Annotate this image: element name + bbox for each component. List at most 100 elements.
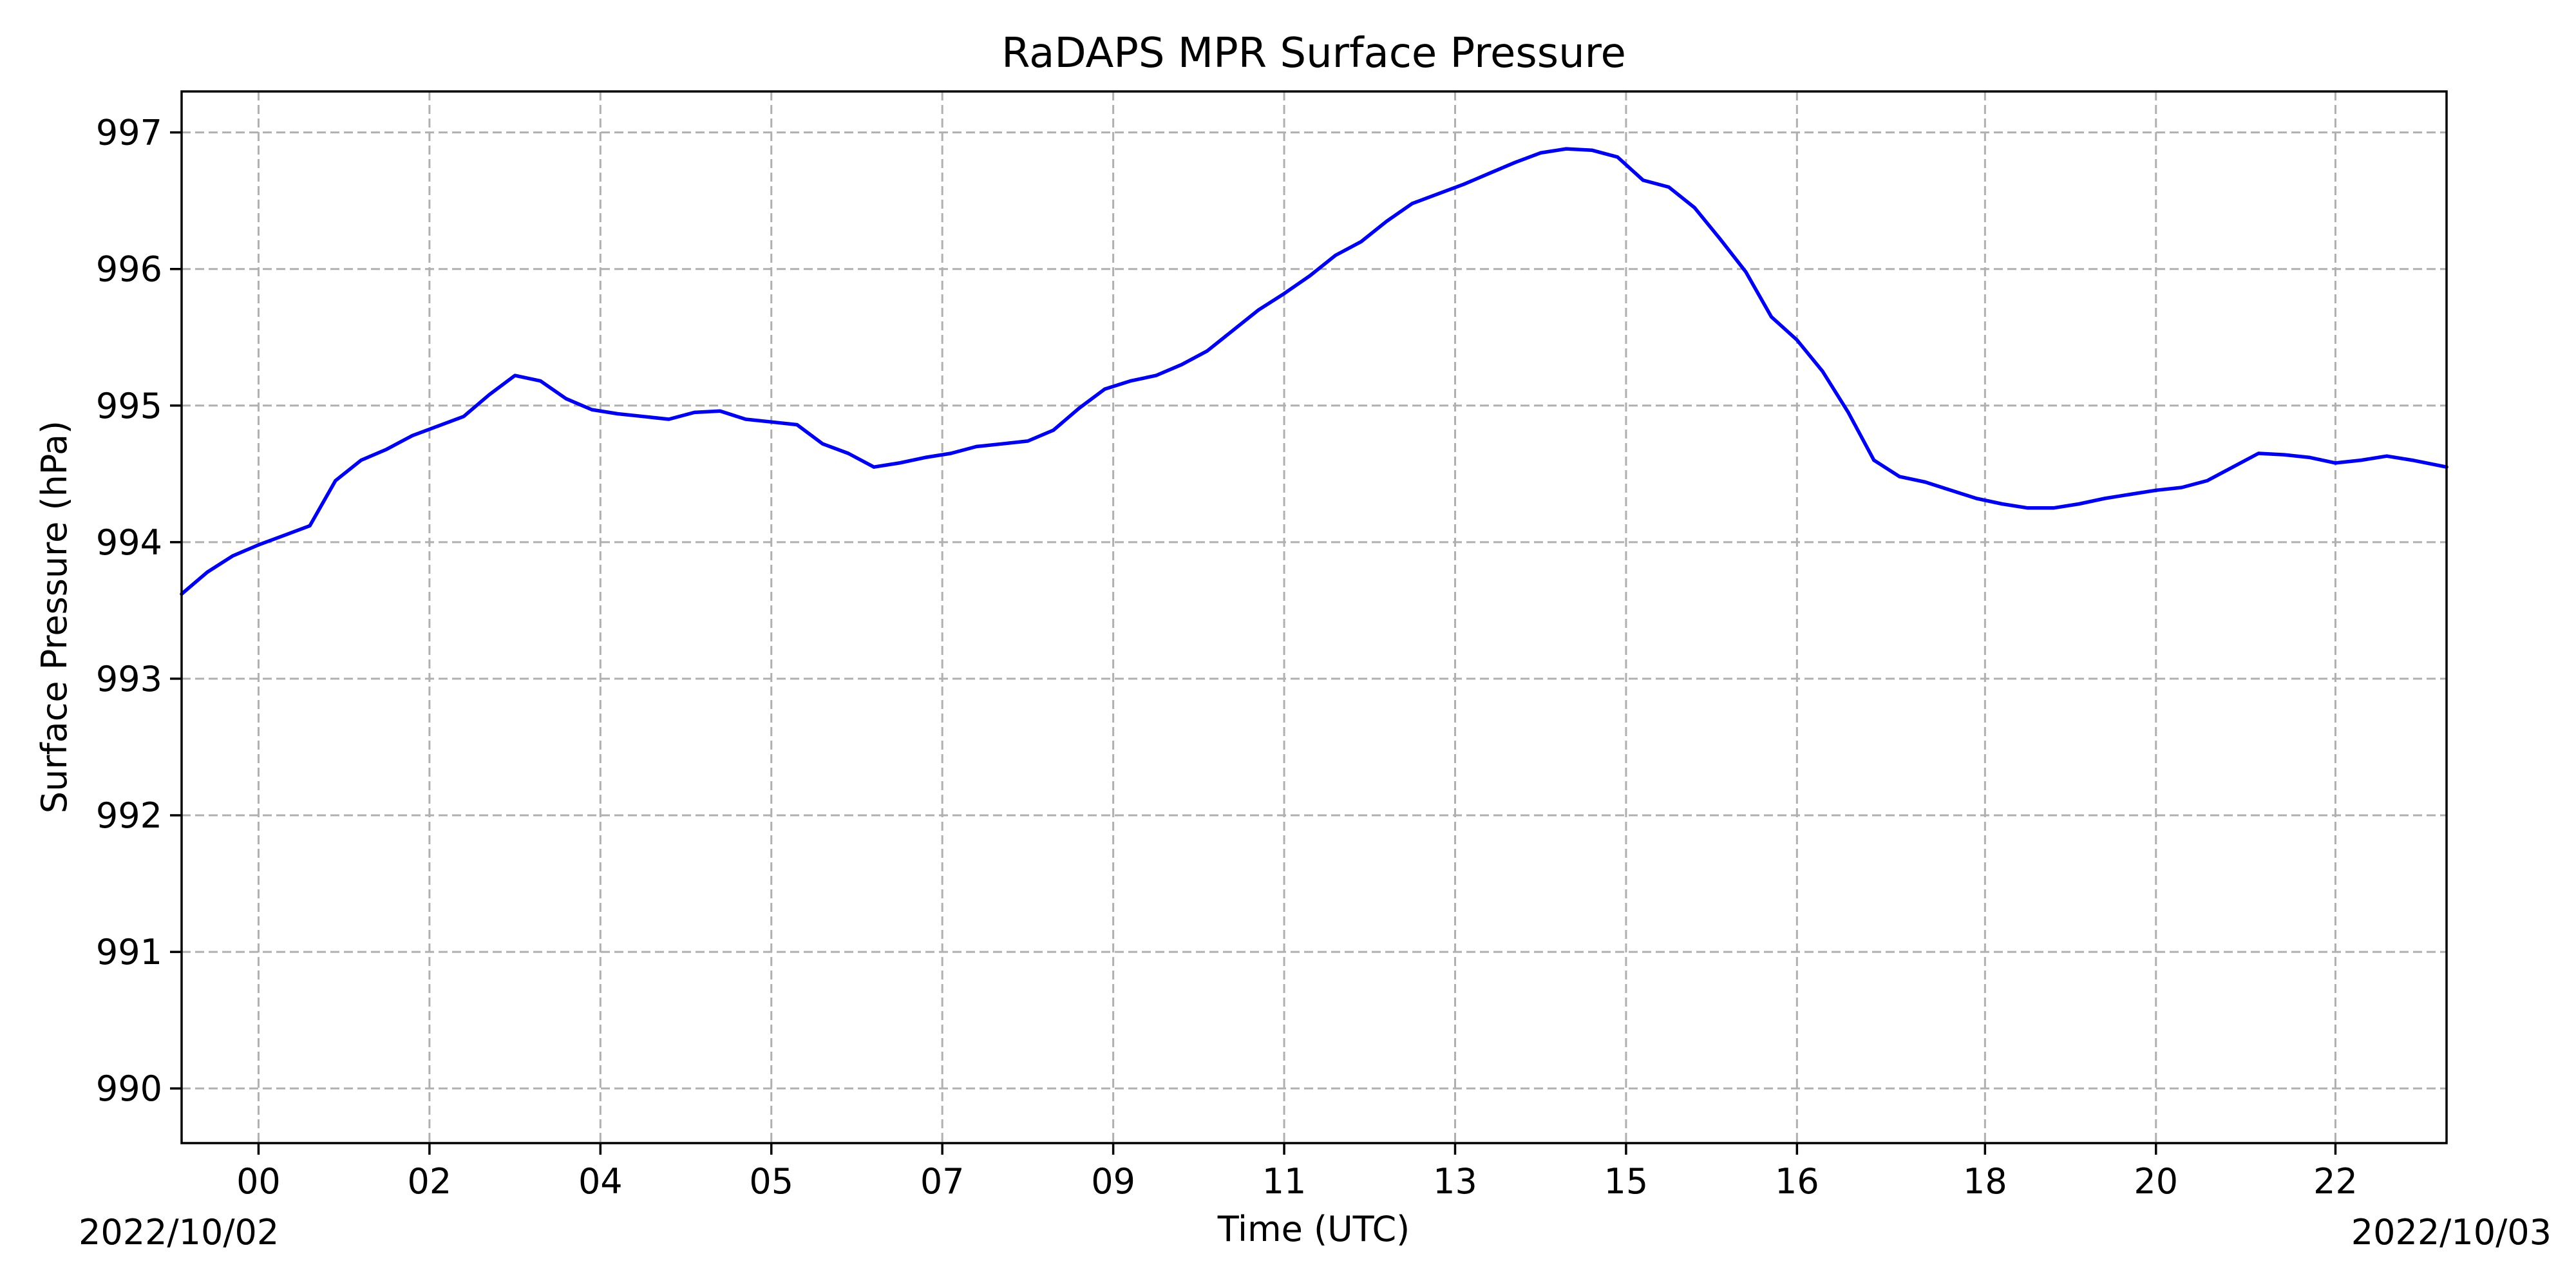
data-point (1385, 219, 1388, 223)
y-tick-label: 993 (96, 659, 162, 699)
data-point (334, 478, 337, 483)
data-point (1180, 363, 1184, 366)
data-point (820, 442, 824, 446)
y-tick-label: 997 (96, 113, 162, 153)
date-start-label: 2022/10/02 (79, 1212, 279, 1253)
data-point (1231, 328, 1235, 332)
x-tick-label: 02 (408, 1161, 452, 1202)
x-tick-label: 22 (2313, 1161, 2358, 1202)
data-point (2385, 454, 2389, 458)
x-tick-label: 05 (749, 1161, 793, 1202)
data-point (1308, 274, 1312, 278)
data-point (1488, 171, 1492, 175)
data-point (2051, 506, 2056, 510)
data-point (1103, 387, 1106, 391)
data-point (2077, 502, 2081, 506)
data-point (1462, 182, 1466, 186)
data-point (1154, 374, 1158, 377)
data-point (2282, 453, 2286, 457)
grid (182, 91, 2447, 1143)
data-point (1949, 488, 1953, 492)
data-point (872, 465, 876, 469)
data-point (744, 417, 748, 421)
x-tick-label: 20 (2134, 1161, 2178, 1202)
data-point (359, 459, 363, 462)
y-tick-label: 996 (96, 249, 162, 290)
data-point (1718, 237, 1722, 241)
plot-frame (180, 90, 2448, 1144)
data-point (538, 379, 543, 383)
data-point (436, 424, 440, 428)
data-point (2103, 497, 2107, 500)
data-point (2180, 486, 2184, 489)
data-point (2308, 455, 2312, 460)
data-point (1282, 292, 1286, 296)
data-point (2026, 506, 2030, 510)
data-point (667, 417, 671, 421)
data-point (718, 409, 722, 413)
data-point (282, 533, 286, 537)
y-tick-label: 994 (96, 522, 162, 563)
y-tick-label: 990 (96, 1068, 162, 1109)
x-tick-label: 16 (1775, 1161, 1819, 1202)
data-point (1744, 270, 1748, 274)
data-point (256, 543, 260, 547)
data-point (1846, 410, 1850, 415)
y-tick-label: 991 (96, 932, 162, 972)
data-point (1667, 185, 1671, 189)
data-point (462, 415, 466, 419)
data-point (898, 461, 902, 465)
data-point (1590, 148, 1594, 152)
series-layer (180, 147, 2448, 596)
x-tick-label: 04 (578, 1161, 623, 1202)
data-point (513, 374, 517, 377)
data-point (1077, 406, 1081, 410)
data-point (308, 524, 312, 528)
data-point (641, 415, 645, 419)
data-point (1513, 160, 1517, 164)
data-point (1359, 240, 1363, 243)
ticks: 990 991 992 993 994 995 996 997 00 02 04 05 07 09 11 13… (96, 113, 2358, 1202)
data-point (974, 444, 978, 449)
chart-title: RaDAPS MPR Surface Pressure (1001, 30, 1626, 77)
data-point (1436, 192, 1440, 196)
y-axis-label: Surface Pressure (hPa) (34, 421, 75, 813)
data-point (2410, 459, 2414, 462)
x-tick-label: 13 (1433, 1161, 1477, 1202)
data-point (1769, 315, 1774, 319)
data-point (1872, 459, 1876, 462)
data-point (1206, 349, 1209, 353)
data-point (1334, 253, 1338, 258)
x-tick-label: 00 (236, 1161, 281, 1202)
data-point (1128, 379, 1132, 383)
data-point (1000, 442, 1004, 446)
data-point (1564, 147, 1568, 151)
data-point (2000, 502, 2004, 506)
data-point (1410, 202, 1414, 205)
data-point (923, 455, 927, 460)
data-point (1821, 370, 1824, 374)
data-point (846, 451, 850, 455)
y-tick-label: 992 (96, 795, 162, 836)
data-point (564, 397, 568, 401)
data-point (205, 570, 209, 574)
data-point (1975, 497, 1978, 500)
data-point (2128, 493, 2132, 497)
data-point (795, 422, 799, 427)
x-axis-label: Time (UTC) (1217, 1209, 1410, 1249)
data-point (410, 433, 414, 438)
data-point (1616, 155, 1620, 159)
data-point (1539, 151, 1542, 155)
data-point (1795, 338, 1799, 342)
date-end-label: 2022/10/03 (2351, 1212, 2552, 1253)
data-point (488, 393, 491, 397)
data-point (1052, 428, 1056, 432)
data-point (2257, 451, 2260, 455)
x-tick-label: 07 (920, 1161, 965, 1202)
data-point (590, 408, 594, 412)
data-point (770, 420, 773, 424)
data-point (2231, 465, 2235, 469)
data-point (231, 554, 235, 558)
data-point (1256, 308, 1260, 312)
